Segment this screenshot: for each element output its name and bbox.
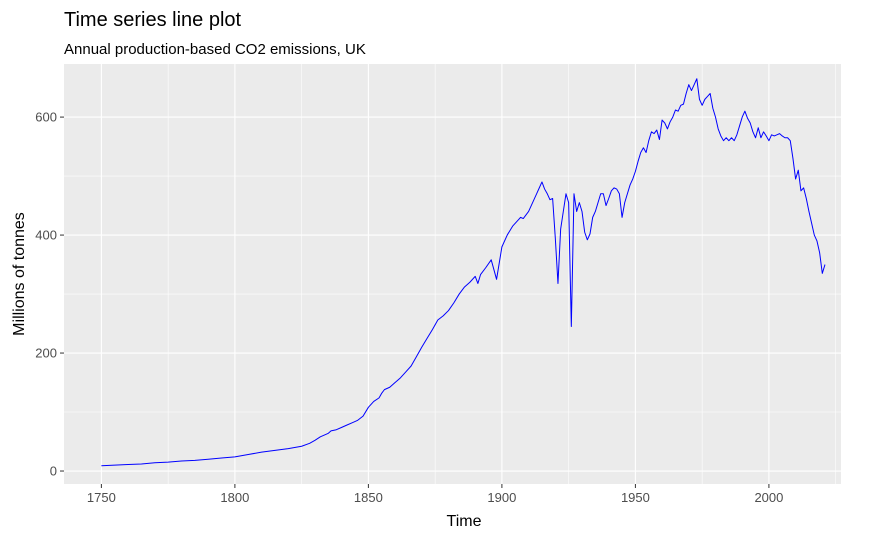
y-tick-label: 400 [35, 228, 57, 243]
x-tick-label: 1900 [487, 490, 516, 505]
x-axis-title: Time [447, 513, 482, 530]
y-axis-title: Millions of tonnes [11, 212, 28, 336]
y-tick-label: 0 [50, 464, 57, 479]
y-tick-label: 200 [35, 346, 57, 361]
series-line-co2-emissions [101, 78, 826, 467]
chart-title: Time series line plot [64, 9, 242, 31]
y-tick-label: 600 [35, 110, 57, 125]
major-gridlines [64, 64, 841, 484]
minor-gridlines [64, 64, 841, 484]
plot-panel [64, 64, 841, 484]
x-axis-ticks: 1750 1800 1850 1900 1950 2000 [87, 484, 783, 505]
x-tick-label: 1950 [621, 490, 650, 505]
x-tick-label: 1850 [354, 490, 383, 505]
x-tick-label: 1750 [87, 490, 116, 505]
x-tick-label: 2000 [754, 490, 783, 505]
chart-subtitle: Annual production-based CO2 emissions, U… [64, 41, 366, 58]
y-axis-ticks: 0 200 400 600 [35, 110, 64, 479]
x-tick-label: 1800 [220, 490, 249, 505]
